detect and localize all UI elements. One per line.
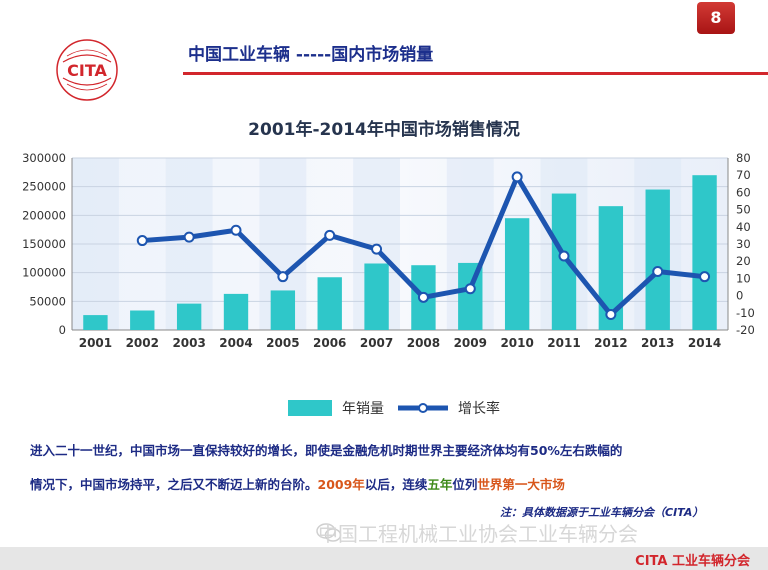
x-axis-tick-label: 2014 (688, 336, 721, 350)
x-axis-tick-label: 2009 (454, 336, 487, 350)
bar-sales (551, 193, 577, 330)
right-axis-tick-label: 0 (736, 289, 743, 303)
x-axis-tick-label: 2013 (641, 336, 674, 350)
legend-label-sales: 年销量 (342, 401, 384, 417)
x-axis-tick-label: 2006 (313, 336, 346, 350)
x-axis-tick-label: 2004 (219, 336, 252, 350)
left-axis-tick-label: 100000 (22, 266, 66, 280)
right-axis-tick-label: 10 (736, 271, 751, 285)
growth-rate-point (417, 291, 429, 303)
growth-rate-point (511, 171, 523, 183)
description-line-1: 进入二十一世纪，中国市场一直保持较好的增长，即使是金融危机时期世界主要经济体均有… (30, 443, 623, 458)
footer-bar (0, 547, 768, 570)
left-axis-tick-label: 0 (59, 323, 66, 337)
bar-sales (692, 175, 717, 330)
x-axis-tick-label: 2010 (500, 336, 533, 350)
growth-rate-point (464, 283, 476, 295)
bar-sales (176, 303, 202, 330)
page-number-badge: 8 (697, 2, 735, 34)
logo-text: CITA (67, 61, 107, 80)
left-axis-tick-label: 200000 (22, 208, 66, 222)
source-note: 注：具体数据源于工业车辆分会（CITA） (500, 506, 704, 519)
legend-marker-growth (418, 403, 428, 413)
right-axis-tick-label: 20 (736, 254, 751, 268)
right-axis-tick-label: 70 (736, 168, 751, 182)
bar-sales (317, 277, 342, 330)
bar-sales (223, 293, 249, 330)
right-axis-tick-label: 60 (736, 185, 751, 199)
x-axis-tick-label: 2001 (79, 336, 112, 350)
growth-rate-point (183, 231, 195, 243)
x-axis-tick-label: 2003 (172, 336, 205, 350)
right-axis-tick-label: 30 (736, 237, 751, 251)
right-axis-tick-label: 50 (736, 203, 751, 217)
bar-sales (504, 218, 530, 330)
title-underline (183, 72, 768, 75)
highlight-world-first: 世界第一大市场 (477, 477, 565, 492)
right-axis-tick-label: -20 (736, 323, 755, 337)
chart-title: 2001年-2014年中国市场销售情况 (248, 120, 520, 140)
description-text: 情况下，中国市场持平，之后又不断迈上新的台阶。 (30, 477, 318, 492)
bar-sales (270, 290, 296, 330)
legend-label-growth: 增长率 (458, 400, 500, 417)
left-axis-tick-label: 50000 (29, 294, 66, 308)
highlight-five-years: 五年 (427, 477, 453, 492)
description-text: 以后，连续 (364, 477, 428, 492)
legend-swatch-sales (288, 400, 332, 416)
bar-sales (130, 310, 155, 330)
description-line-2: 情况下，中国市场持平，之后又不断迈上新的台阶。2009年以后，连续五年位列世界第… (30, 474, 760, 493)
bar-sales (83, 315, 108, 330)
highlight-year: 2009年 (317, 477, 365, 492)
bar-sales (364, 263, 389, 330)
wechat-icon (316, 523, 342, 542)
x-axis-tick-label: 2007 (360, 336, 393, 350)
growth-rate-point (652, 266, 664, 278)
watermark-text: 中国工程机械工业协会工业车辆分会 (318, 522, 638, 546)
left-axis-tick-label: 250000 (22, 180, 66, 194)
sales-chart: 0 50000 100000 150000 200000 250000 300000 -20 -… (22, 151, 755, 417)
growth-rate-point (699, 271, 711, 283)
growth-rate-point (230, 224, 242, 236)
right-axis-tick-label: -10 (736, 306, 755, 320)
right-axis-tick-label: 80 (736, 151, 751, 165)
left-axis-tick-label: 300000 (22, 151, 66, 165)
x-axis-tick-label: 2012 (594, 336, 627, 350)
growth-rate-point (277, 271, 289, 283)
growth-rate-point (558, 250, 570, 262)
x-axis-tick-label: 2008 (407, 336, 440, 350)
growth-rate-point (371, 243, 383, 255)
left-axis-tick-label: 150000 (22, 237, 66, 251)
growth-rate-point (324, 229, 336, 241)
bar-sales (645, 189, 670, 330)
right-axis-tick-label: 40 (736, 220, 751, 234)
growth-rate-point (605, 309, 617, 321)
x-axis-tick-label: 2002 (126, 336, 159, 350)
x-axis-tick-label: 2011 (547, 336, 580, 350)
growth-rate-point (136, 235, 148, 247)
x-axis-tick-label: 2005 (266, 336, 299, 350)
description-text: 位列 (452, 477, 478, 492)
cita-logo: CITA (56, 39, 118, 101)
footer-brand: CITA 工业车辆分会 (635, 554, 750, 569)
page-title: 中国工业车辆 -----国内市场销量 (188, 45, 434, 65)
